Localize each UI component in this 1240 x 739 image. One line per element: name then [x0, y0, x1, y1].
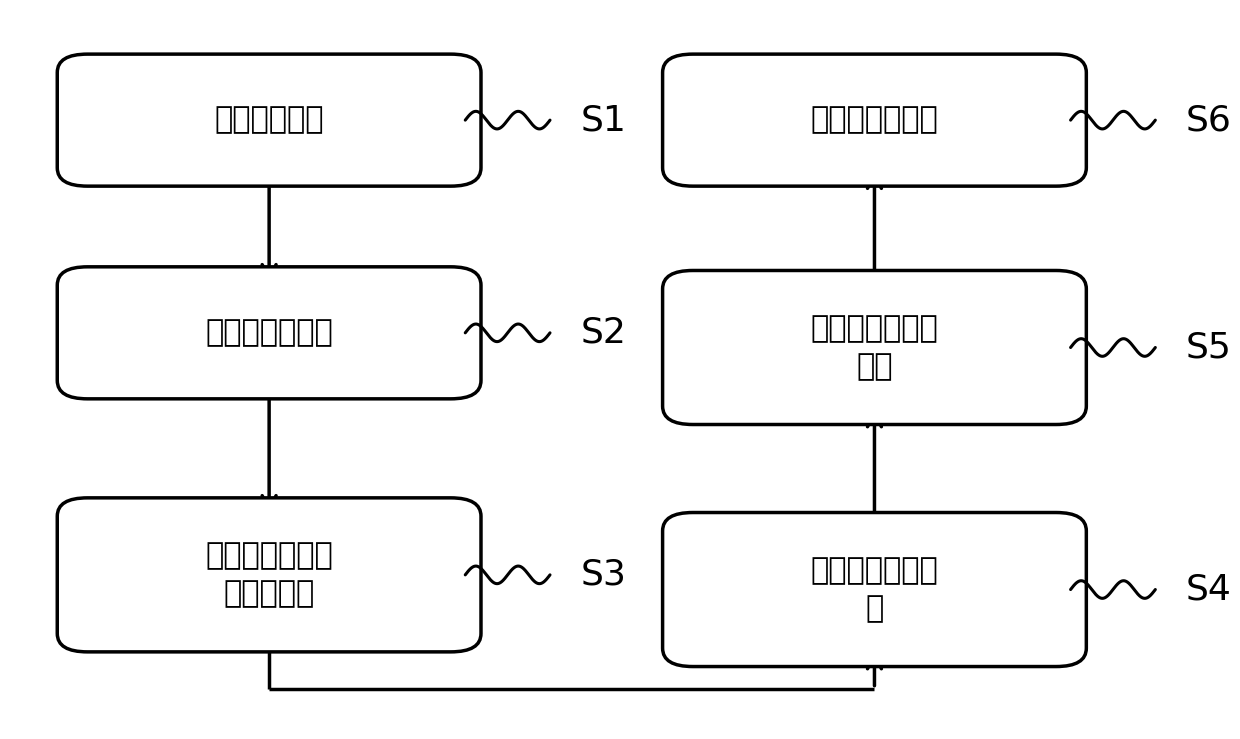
Text: S2: S2 [580, 316, 626, 350]
Text: 车间现场调研: 车间现场调研 [215, 106, 324, 134]
FancyBboxPatch shape [57, 267, 481, 399]
Text: S4: S4 [1185, 573, 1231, 607]
Text: S3: S3 [580, 558, 626, 592]
Text: 建立分层监控体
系: 建立分层监控体 系 [811, 556, 939, 623]
FancyBboxPatch shape [57, 498, 481, 652]
Text: S5: S5 [1185, 330, 1231, 364]
Text: S1: S1 [580, 103, 626, 137]
FancyBboxPatch shape [662, 513, 1086, 667]
Text: S6: S6 [1185, 103, 1231, 137]
Text: 车间可视化建模: 车间可视化建模 [206, 319, 334, 347]
Text: 关键数据处理与
分析: 关键数据处理与 分析 [811, 314, 939, 381]
Text: 系统调试与运行: 系统调试与运行 [811, 106, 939, 134]
FancyBboxPatch shape [662, 270, 1086, 424]
FancyBboxPatch shape [57, 54, 481, 186]
FancyBboxPatch shape [662, 54, 1086, 186]
Text: 虚拟监控点配置
和远程通信: 虚拟监控点配置 和远程通信 [206, 541, 334, 608]
